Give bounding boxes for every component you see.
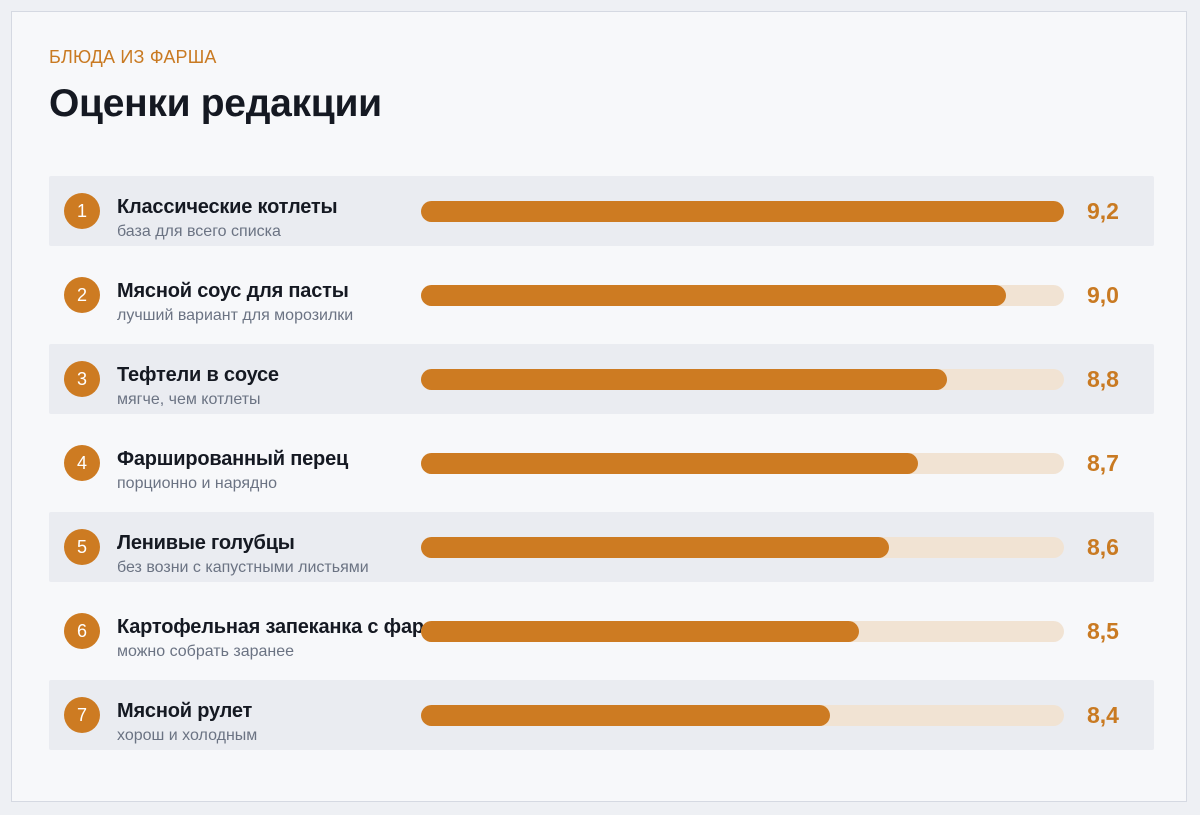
score-bar-track — [421, 705, 1064, 726]
dish-note: база для всего списка — [117, 223, 281, 240]
score-bar-track — [421, 201, 1064, 222]
score-bar-track — [421, 621, 1064, 642]
page-title: Оценки редакции — [49, 82, 382, 125]
rating-row-5: 5 Ленивые голубцы без возни с капустными… — [49, 512, 1154, 582]
dish-note: порционно и нарядно — [117, 475, 278, 492]
dish-name: Мясной рулет — [117, 700, 253, 722]
score-value: 8,5 — [1087, 618, 1119, 644]
rating-row-2: 2 Мясной соус для пасты лучший вариант д… — [49, 260, 1154, 330]
category-eyebrow: БЛЮДА ИЗ ФАРША — [49, 47, 217, 67]
score-bar — [421, 453, 918, 474]
score-bar — [421, 201, 1064, 222]
dish-name: Фаршированный перец — [117, 448, 349, 470]
rank-badge: 2 — [64, 277, 100, 313]
score-value: 9,2 — [1087, 198, 1119, 224]
rank-badge: 6 — [64, 613, 100, 649]
rating-row-1: 1 Классические котлеты база для всего сп… — [49, 176, 1154, 246]
rank-badge: 5 — [64, 529, 100, 565]
ratings-list: 1 Классические котлеты база для всего сп… — [49, 176, 1154, 764]
score-bar — [421, 621, 860, 642]
dish-note: хорош и холодным — [117, 727, 258, 744]
rating-row-4: 4 Фаршированный перец порционно и нарядн… — [49, 428, 1154, 498]
rating-row-7: 7 Мясной рулет хорош и холодным 8,4 — [49, 680, 1154, 750]
dish-note: мягче, чем котлеты — [117, 391, 261, 408]
rank-badge: 7 — [64, 697, 100, 733]
dish-name: Тефтели в соусе — [117, 364, 279, 386]
score-bar — [421, 369, 948, 390]
score-value: 9,0 — [1087, 282, 1119, 308]
score-bar-track — [421, 369, 1064, 390]
score-bar — [421, 285, 1006, 306]
rank-badge: 3 — [64, 361, 100, 397]
dish-note: можно собрать заранее — [117, 643, 295, 660]
dish-name: Классические котлеты — [117, 196, 338, 218]
score-bar-track — [421, 285, 1064, 306]
rating-row-3: 3 Тефтели в соусе мягче, чем котлеты 8,8 — [49, 344, 1154, 414]
score-bar — [421, 537, 889, 558]
ratings-card: БЛЮДА ИЗ ФАРША Оценки редакции 1 Классич… — [11, 11, 1187, 802]
dish-name: Мясной соус для пасты — [117, 280, 349, 302]
score-bar — [421, 705, 831, 726]
dish-name: Ленивые голубцы — [117, 532, 295, 554]
score-value: 8,4 — [1087, 702, 1119, 728]
score-bar-track — [421, 537, 1064, 558]
rating-row-6: 6 Картофельная запеканка с фар можно соб… — [49, 596, 1154, 666]
dish-name: Картофельная запеканка с фар — [117, 616, 424, 638]
dish-note: без возни с капустными листьями — [117, 559, 369, 576]
score-value: 8,8 — [1087, 366, 1119, 392]
dish-note: лучший вариант для морозилки — [117, 307, 354, 324]
score-value: 8,7 — [1087, 450, 1119, 476]
rank-badge: 1 — [64, 193, 100, 229]
score-value: 8,6 — [1087, 534, 1119, 560]
score-bar-track — [421, 453, 1064, 474]
rank-badge: 4 — [64, 445, 100, 481]
